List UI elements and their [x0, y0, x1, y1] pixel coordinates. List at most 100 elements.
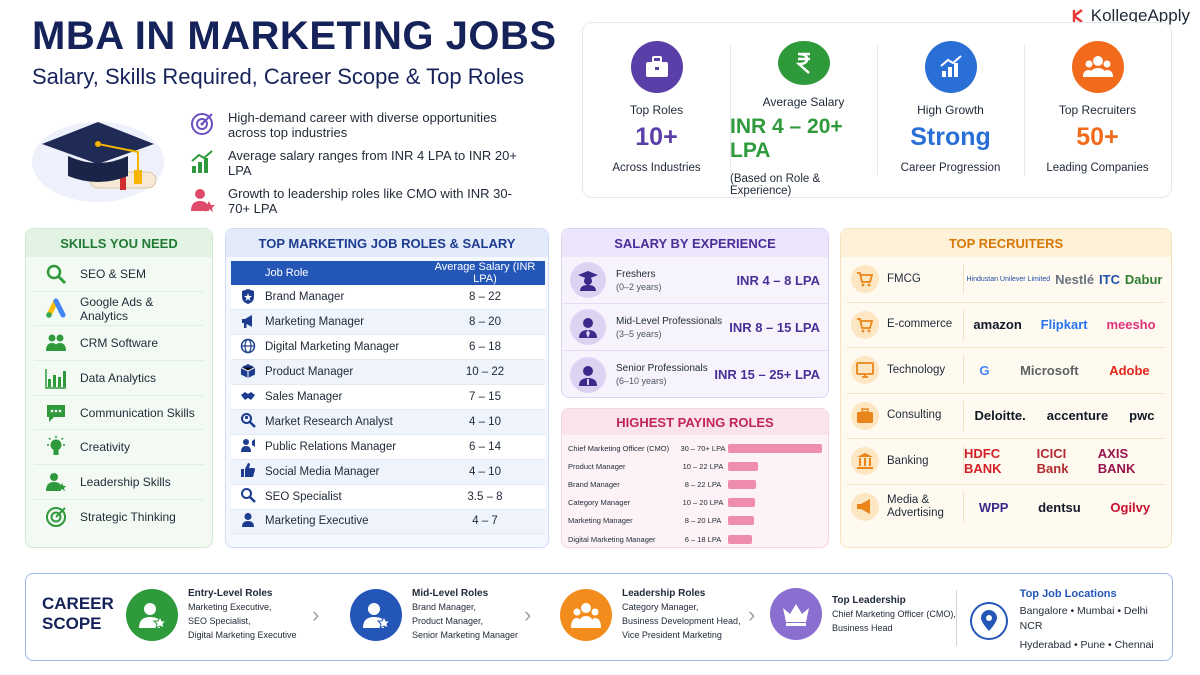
divider	[956, 590, 957, 646]
company-logo: WPP	[978, 499, 1009, 515]
skill-label: Data Analytics	[80, 370, 157, 385]
graduate-icon	[570, 262, 606, 298]
stage-line: Senior Marketing Manager	[412, 630, 519, 640]
skill-label: SEO & SEM	[80, 266, 147, 281]
company-logo: Hindustan Unilever Limited	[966, 275, 1051, 283]
group-icon	[1071, 41, 1124, 93]
target-icon	[188, 110, 216, 138]
experience-years: (0–2 years)	[616, 281, 662, 292]
table-row: Public Relations Manager 6 – 14	[231, 434, 545, 460]
skill-label: CRM Software	[80, 336, 159, 351]
table-row: Marketing Manager 8 – 20	[231, 309, 545, 336]
highest-role: Marketing Manager	[568, 516, 633, 526]
stat-sub: (Based on Role & Experience)	[730, 173, 821, 197]
research-icon	[241, 413, 256, 429]
rupee-icon	[777, 41, 830, 85]
stat-average-salary: Average Salary INR 4 – 20+ LPA (Based on…	[730, 23, 877, 197]
role-salary: 10 – 22	[425, 359, 545, 386]
person-icon	[242, 512, 254, 527]
stage-heading: Mid-Level Roles	[412, 588, 489, 599]
graduation-cap-icon	[32, 122, 164, 202]
skill-item: CRM Software	[34, 326, 204, 362]
monitor-icon	[851, 356, 879, 385]
company-logo: amazon	[973, 317, 1022, 333]
role-name: SEO Specialist	[265, 484, 425, 510]
briefcase-icon	[851, 401, 879, 430]
bar-track	[728, 479, 822, 489]
highest-role: Chief Marketing Officer (CMO)	[568, 443, 670, 453]
bullet-text: Average salary ranges from INR 4 LPA to …	[228, 148, 517, 178]
stage-line: Category Manager,	[622, 602, 699, 612]
table-row: Brand Manager 8 – 22	[231, 285, 545, 311]
top-job-locations: Top Job Locations Bangalore • Mumbai • D…	[970, 588, 1172, 653]
experience-panel: SALARY BY EXPERIENCE Freshers (0–2 years)…	[561, 228, 829, 398]
stage-line: SEO Specialist,	[188, 616, 251, 626]
table-row: Sales Manager 7 – 15	[231, 384, 545, 410]
skill-item: Google Ads & Analytics	[34, 292, 204, 327]
person-star-icon	[350, 588, 402, 641]
pr-icon	[241, 439, 255, 453]
location-pin-icon	[970, 601, 1008, 640]
leader-icon	[44, 470, 68, 494]
stat-sub: Across Industries	[612, 162, 701, 174]
chevron-right-icon: ›	[748, 602, 756, 627]
stat-high-growth: High Growth Strong Career Progression	[877, 23, 1024, 197]
chat-icon	[44, 401, 68, 425]
company-logos: Deloitte. accenture pwc	[963, 400, 1165, 431]
sector-name: Consulting	[887, 409, 942, 422]
salary-bar	[728, 498, 756, 508]
experience-row: Mid-Level Professionals (3–5 years) INR 8…	[562, 304, 828, 351]
senior-icon	[570, 356, 606, 393]
roles-panel: TOP MARKETING JOB ROLES & SALARY Job Rol…	[225, 228, 549, 548]
skill-item: Data Analytics	[34, 361, 204, 396]
skill-item: Creativity	[34, 430, 204, 466]
stage-line: Business Development Head,	[622, 616, 741, 626]
company-logo: Microsoft	[1020, 362, 1079, 378]
bar-track	[728, 534, 822, 544]
recruiter-row: E-commerce amazon Flipkart meesho	[847, 303, 1165, 348]
recruiter-row: FMCG Hindustan Unilever Limited Nestlé ITC D…	[847, 257, 1165, 303]
company-logos: amazon Flipkart meesho	[963, 309, 1165, 340]
highest-range: 10 – 22 LPA	[682, 461, 724, 471]
stage-entry: Entry-Level Roles Marketing Executive, S…	[126, 588, 297, 641]
company-logos: HDFC BANK ICICI Bank AXIS BANK	[963, 446, 1165, 477]
bullet-text: High-demand career with diverse opportun…	[228, 110, 497, 140]
company-logo: Deloitte.	[974, 408, 1026, 424]
target-icon	[44, 505, 68, 529]
role-salary: 6 – 14	[425, 434, 545, 460]
highest-range: 6 – 18 LPA	[684, 534, 722, 544]
briefcase-icon	[630, 41, 683, 93]
stat-top-roles: Top Roles 10+ Across Industries	[583, 23, 730, 197]
skill-label: Communication Skills	[80, 405, 195, 420]
stat-value: 10+	[635, 123, 678, 151]
highest-range: 10 – 20 LPA	[682, 498, 724, 508]
growth-chart-icon	[188, 148, 216, 176]
stage-line: Brand Manager,	[412, 602, 477, 612]
stat-value: Strong	[910, 123, 991, 151]
highest-row: Chief Marketing Officer (CMO) 30 – 70+ LP…	[562, 439, 828, 457]
stat-label: Top Recruiters	[1058, 103, 1137, 117]
experience-salary: INR 4 – 8 LPA	[736, 272, 820, 288]
role-name: Social Media Manager	[265, 459, 425, 485]
globe-icon	[240, 338, 256, 353]
skill-label: Strategic Thinking	[80, 510, 176, 525]
highest-row: Marketing Manager 8 – 20 LPA	[562, 512, 828, 530]
company-logo: Dabur	[1124, 271, 1163, 287]
company-logo: pwc	[1129, 408, 1155, 424]
stat-top-recruiters: Top Recruiters 50+ Leading Companies	[1024, 23, 1171, 197]
role-name: Market Research Analyst	[265, 409, 425, 435]
company-logo: Ogilvy	[1110, 499, 1151, 515]
experience-title: SALARY BY EXPERIENCE	[562, 229, 828, 257]
experience-years: (6–10 years)	[616, 376, 667, 386]
kollegeapply-icon	[1072, 9, 1083, 23]
table-row: Market Research Analyst 4 – 10	[231, 409, 545, 435]
highest-range: 30 – 70+ LPA	[680, 443, 726, 453]
highest-row: Product Manager 10 – 22 LPA	[562, 457, 828, 475]
company-logo: dentsu	[1038, 499, 1081, 515]
highest-title: HIGHEST PAYING ROLES	[562, 409, 828, 435]
highest-range: 8 – 20 LPA	[684, 516, 722, 526]
sector-name: Technology	[887, 363, 946, 376]
company-logos: Hindustan Unilever Limited Nestlé ITC Dabur	[963, 264, 1165, 295]
brand-logo: KollegeApply	[1071, 6, 1190, 26]
sector-name: FMCG	[887, 272, 921, 285]
